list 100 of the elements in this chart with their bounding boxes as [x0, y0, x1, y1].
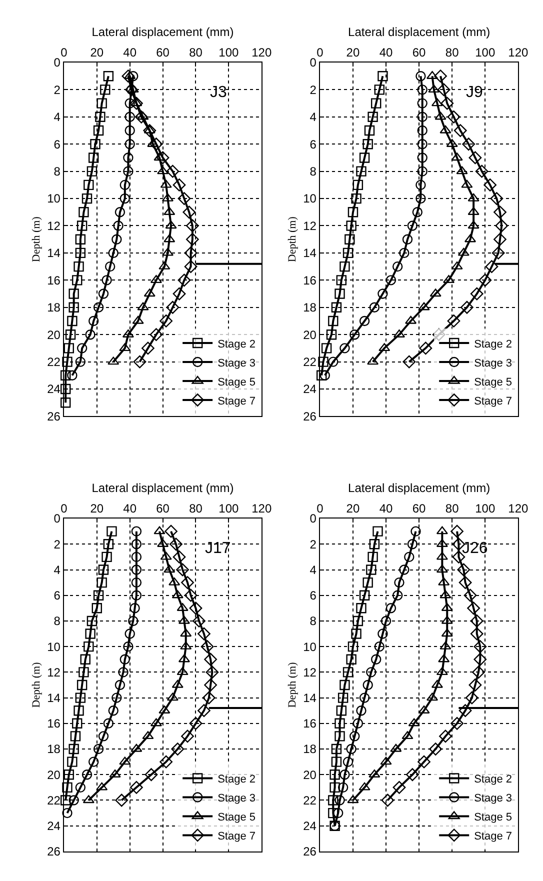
- x-tick-label: 80: [445, 46, 460, 60]
- legend-label: Stage 7: [474, 830, 512, 843]
- x-tick-label: 120: [508, 46, 528, 60]
- y-tick-label: 2: [310, 537, 317, 552]
- y-axis-title: Depth (m): [286, 216, 299, 262]
- y-tick-label: 16: [47, 273, 61, 288]
- legend-label: Stage 3: [474, 792, 512, 805]
- x-tick-label: 100: [218, 46, 240, 60]
- y-tick-label: 22: [303, 793, 317, 808]
- legend-label: Stage 2: [218, 774, 256, 786]
- x-tick-label: 120: [508, 502, 528, 516]
- y-tick-label: 18: [47, 742, 61, 756]
- legend-label: Stage 3: [218, 792, 256, 805]
- y-tick-label: 12: [303, 665, 317, 680]
- y-tick-label: 0: [54, 512, 61, 526]
- x-tick-label: 40: [379, 502, 394, 516]
- y-tick-label: 22: [303, 355, 317, 370]
- y-tick-label: 18: [303, 742, 317, 756]
- y-tick-label: 8: [54, 614, 61, 628]
- y-tick-label: 6: [54, 137, 61, 152]
- x-tick-label: 20: [346, 502, 360, 516]
- x-tick-label: 40: [123, 46, 137, 60]
- annotation: J3: [210, 84, 227, 101]
- x-tick-label: 60: [156, 46, 170, 60]
- x-tick-label: 80: [445, 502, 460, 516]
- y-tick-label: 4: [310, 110, 317, 124]
- y-tick-label: 14: [47, 246, 61, 260]
- x-axis-title: Lateral displacement (mm): [92, 480, 234, 495]
- y-tick-label: 10: [303, 192, 317, 206]
- y-tick-label: 14: [303, 246, 317, 260]
- x-tick-label: 40: [123, 502, 137, 516]
- y-tick-label: 2: [310, 82, 317, 97]
- x-tick-label: 40: [379, 46, 394, 60]
- y-tick-label: 18: [47, 300, 61, 315]
- y-tick-label: 24: [47, 382, 61, 396]
- x-tick-label: 100: [475, 46, 496, 60]
- legend-label: Stage 3: [218, 357, 256, 370]
- y-tick-label: 26: [47, 409, 61, 424]
- legend-label: Stage 7: [218, 830, 256, 843]
- legend-label: Stage 5: [218, 376, 256, 388]
- y-tick-label: 0: [310, 512, 317, 526]
- y-tick-label: 26: [303, 409, 317, 424]
- y-tick-label: 10: [47, 192, 61, 206]
- y-tick-label: 16: [303, 273, 317, 288]
- y-tick-label: 14: [47, 691, 61, 705]
- legend-label: Stage 2: [474, 774, 512, 786]
- x-tick-label: 100: [475, 502, 496, 516]
- y-axis-title: Depth (m): [30, 662, 43, 708]
- y-tick-label: 16: [303, 716, 317, 731]
- y-tick-label: 2: [54, 537, 61, 552]
- y-tick-label: 22: [47, 793, 61, 808]
- y-tick-label: 12: [47, 665, 61, 680]
- x-tick-label: 60: [412, 502, 426, 516]
- x-tick-label: 120: [252, 502, 272, 516]
- x-axis-title: Lateral displacement (mm): [92, 24, 234, 39]
- y-tick-label: 20: [47, 768, 61, 782]
- x-axis-title: Lateral displacement (mm): [348, 24, 490, 39]
- x-tick-label: 100: [218, 502, 240, 516]
- y-axis-title: Depth (m): [30, 216, 43, 262]
- y-tick-label: 6: [54, 588, 61, 603]
- annotation: J9: [466, 84, 483, 101]
- x-tick-label: 80: [189, 502, 203, 516]
- x-axis-title: Lateral displacement (mm): [348, 480, 490, 495]
- y-tick-label: 4: [310, 562, 317, 577]
- y-tick-label: 8: [54, 164, 61, 179]
- y-tick-label: 6: [310, 588, 317, 603]
- y-tick-label: 12: [303, 218, 317, 233]
- y-axis-title: Depth (m): [286, 662, 299, 708]
- y-tick-label: 24: [303, 382, 317, 396]
- y-tick-label: 26: [303, 844, 317, 859]
- y-tick-label: 0: [54, 56, 61, 70]
- y-tick-label: 14: [303, 691, 317, 705]
- y-tick-label: 24: [47, 819, 61, 834]
- y-tick-label: 20: [303, 328, 317, 342]
- legend-label: Stage 2: [218, 338, 256, 350]
- y-tick-label: 10: [47, 640, 61, 654]
- legend-label: Stage 3: [474, 357, 512, 370]
- x-tick-label: 20: [90, 46, 104, 60]
- y-tick-label: 4: [54, 562, 61, 577]
- y-tick-label: 10: [303, 640, 317, 654]
- x-tick-label: 20: [90, 502, 104, 516]
- y-tick-label: 6: [310, 137, 317, 152]
- y-tick-label: 0: [310, 56, 317, 70]
- x-tick-label: 120: [252, 46, 272, 60]
- legend-label: Stage 7: [218, 395, 256, 408]
- legend-label: Stage 5: [218, 812, 256, 824]
- y-tick-label: 18: [303, 300, 317, 315]
- x-tick-label: 80: [189, 46, 203, 60]
- x-tick-label: 60: [156, 502, 170, 516]
- legend-label: Stage 5: [474, 812, 512, 824]
- y-tick-label: 20: [47, 328, 61, 342]
- y-tick-label: 26: [47, 844, 61, 859]
- x-tick-label: 20: [346, 46, 360, 60]
- x-tick-label: 60: [412, 46, 426, 60]
- y-tick-label: 8: [310, 164, 317, 179]
- legend-label: Stage 7: [474, 395, 512, 408]
- y-tick-label: 2: [54, 82, 61, 97]
- y-tick-label: 22: [47, 355, 61, 370]
- legend-label: Stage 5: [474, 376, 512, 388]
- y-tick-label: 12: [47, 218, 61, 233]
